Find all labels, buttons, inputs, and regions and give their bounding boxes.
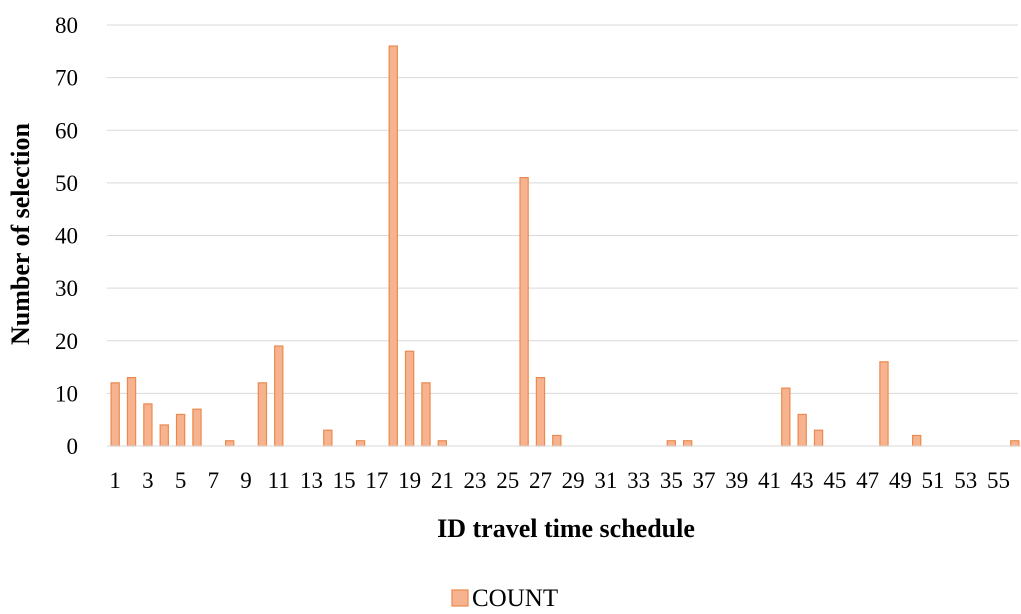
y-tick-label: 60 (55, 118, 78, 143)
x-tick-label: 37 (693, 468, 716, 493)
legend-swatch (451, 589, 469, 607)
bar (535, 376, 546, 447)
x-tick-label: 7 (208, 468, 220, 493)
y-axis-ticks: 0 10 20 30 40 50 60 70 80 (55, 13, 78, 459)
legend-label: COUNT (472, 585, 558, 612)
x-tick-label: 23 (464, 468, 487, 493)
bar (1010, 440, 1020, 447)
x-tick-label: 43 (791, 468, 814, 493)
bar (421, 382, 431, 447)
y-tick-label: 30 (55, 276, 78, 301)
x-tick-label: 51 (922, 468, 945, 493)
y-tick-label: 10 (55, 381, 78, 406)
x-tick-label: 27 (529, 468, 552, 493)
x-tick-label: 47 (856, 468, 879, 493)
bar (224, 440, 235, 447)
x-tick-label: 1 (109, 468, 121, 493)
x-tick-label: 13 (300, 468, 323, 493)
x-tick-label: 53 (954, 468, 977, 493)
bar (879, 361, 889, 447)
bar (257, 382, 268, 447)
x-tick-label: 5 (175, 468, 187, 493)
bar (666, 440, 677, 447)
x-tick-label: 33 (627, 468, 650, 493)
y-tick-label: 50 (55, 171, 78, 196)
x-tick-label: 19 (398, 468, 421, 493)
y-tick-label: 40 (55, 224, 78, 249)
x-tick-label: 17 (365, 468, 388, 493)
y-tick-label: 70 (55, 66, 78, 91)
x-tick-label: 29 (562, 468, 585, 493)
x-tick-label: 31 (594, 468, 617, 493)
bar (781, 387, 791, 447)
bar (437, 440, 448, 447)
bar (110, 382, 120, 447)
bar (323, 429, 333, 447)
x-tick-label: 39 (725, 468, 748, 493)
x-tick-label: 21 (431, 468, 454, 493)
bar (388, 45, 398, 447)
bar (797, 413, 807, 447)
y-tick-label: 80 (55, 13, 78, 38)
bar (126, 376, 137, 447)
bar (143, 403, 153, 447)
x-tick-label: 9 (240, 468, 252, 493)
bar (192, 408, 202, 447)
bar (813, 429, 824, 447)
gridlines (107, 24, 1018, 394)
x-tick-label: 35 (660, 468, 683, 493)
y-tick-label: 20 (55, 329, 78, 354)
y-axis-title: Number of selection (6, 123, 35, 345)
bar (274, 345, 284, 447)
x-tick-label: 45 (823, 468, 846, 493)
x-tick-label: 11 (268, 468, 290, 493)
bars (110, 45, 1020, 447)
x-tick-label: 49 (889, 468, 912, 493)
bar (355, 440, 366, 447)
bar (552, 434, 562, 447)
bar (175, 413, 186, 447)
x-tick-label: 25 (496, 468, 519, 493)
bar (682, 440, 693, 447)
x-tick-label: 55 (987, 468, 1010, 493)
bar (404, 350, 415, 447)
y-tick-label: 0 (67, 434, 79, 459)
x-axis-title: ID travel time schedule (437, 514, 695, 543)
bar (911, 434, 922, 447)
x-axis-ticks: 1 3 5 7 9 11 13 15 17 19 21 23 25 27 29 31 33 35 37 39 41 43 4… (109, 468, 1010, 493)
bar (519, 177, 529, 447)
x-tick-label: 3 (142, 468, 154, 493)
x-tick-label: 15 (333, 468, 356, 493)
bar (159, 424, 169, 447)
x-tick-label: 41 (758, 468, 781, 493)
legend: COUNT (451, 585, 558, 612)
